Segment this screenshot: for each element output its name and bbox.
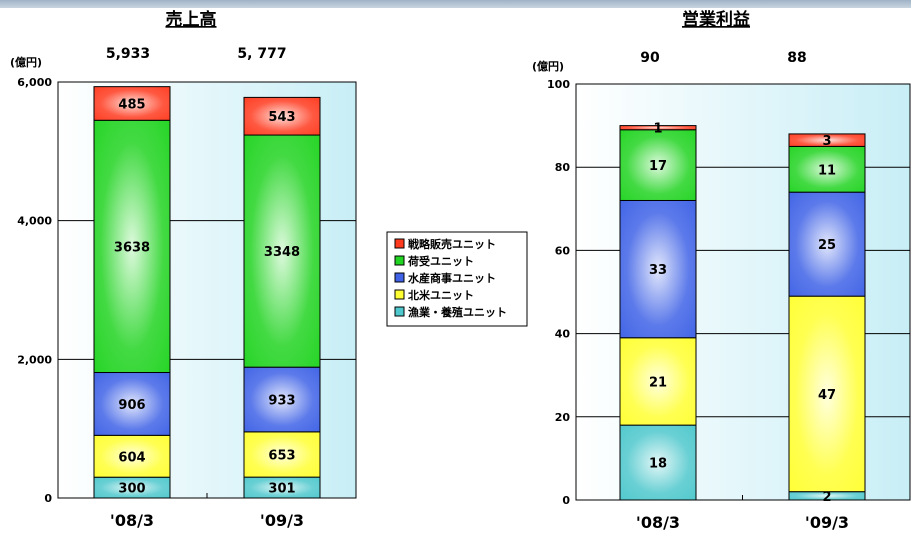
profit-total-08: 90 bbox=[640, 50, 660, 66]
sales-segment-label: 3348 bbox=[264, 245, 300, 260]
profit-unit-label: (億円) bbox=[532, 59, 564, 73]
sales-segment-label: 653 bbox=[268, 448, 295, 463]
profit-bar-segment bbox=[788, 145, 866, 193]
profit-segment-label: 1 bbox=[653, 122, 662, 137]
legend-label: 水産商事ユニット bbox=[408, 271, 496, 285]
legend-swatch bbox=[394, 272, 405, 283]
profit-chart-title: 営業利益 bbox=[682, 9, 750, 30]
sales-total-09: 5, 777 bbox=[237, 46, 286, 62]
sales-total-08: 5,933 bbox=[106, 46, 150, 62]
sales-chart-title: 売上高 bbox=[166, 9, 217, 30]
sales-xtick-09: '09/3 bbox=[260, 511, 304, 530]
profit-total-09: 88 bbox=[787, 50, 806, 66]
profit-segment-label: 21 bbox=[649, 375, 667, 390]
profit-segment-label: 17 bbox=[649, 159, 667, 174]
sales-segment-label: 906 bbox=[118, 398, 145, 413]
sales-bar-segment bbox=[93, 434, 171, 478]
profit-xtick-08: '08/3 bbox=[636, 513, 680, 532]
legend-label: 北米ユニット bbox=[408, 288, 474, 302]
profit-ytick-label: 100 bbox=[547, 78, 570, 91]
sales-segment-label: 604 bbox=[118, 450, 145, 465]
sales-unit-label: (億円) bbox=[10, 55, 42, 69]
profit-ytick-label: 20 bbox=[555, 411, 571, 424]
profit-segment-label: 47 bbox=[818, 388, 836, 403]
top-banner-strip bbox=[0, 0, 911, 8]
profit-bar-segment bbox=[788, 133, 866, 147]
profit-bar-segment bbox=[788, 295, 866, 493]
sales-bar-segment bbox=[243, 134, 321, 368]
profit-segment-label: 33 bbox=[649, 263, 667, 278]
sales-segment-label: 543 bbox=[268, 110, 295, 125]
legend-label: 戦略販売ユニット bbox=[408, 237, 496, 251]
profit-segment-label: 2 bbox=[822, 490, 831, 505]
sales-bar-segment bbox=[93, 372, 171, 436]
sales-segment-label: 300 bbox=[118, 482, 145, 497]
profit-segment-label: 11 bbox=[818, 163, 836, 178]
legend-swatch bbox=[394, 289, 405, 300]
legend-swatch bbox=[394, 306, 405, 317]
profit-bar-segment bbox=[619, 337, 697, 426]
profit-ytick-label: 60 bbox=[555, 244, 571, 257]
profit-segment-label: 25 bbox=[818, 238, 836, 253]
profit-segment-label: 18 bbox=[649, 457, 667, 472]
legend-swatch bbox=[394, 238, 405, 249]
profit-bar-segment bbox=[619, 125, 697, 131]
profit-ytick-label: 0 bbox=[562, 494, 570, 507]
profit-bar-segment bbox=[788, 191, 866, 297]
sales-bar-segment bbox=[93, 86, 171, 121]
sales-ytick-label: 2,000 bbox=[17, 353, 52, 366]
sales-ytick-label: 4,000 bbox=[17, 215, 52, 228]
sales-segment-label: 3638 bbox=[114, 240, 150, 255]
sales-bar-segment bbox=[243, 431, 321, 478]
sales-xtick-08: '08/3 bbox=[110, 511, 154, 530]
legend-swatch bbox=[394, 255, 405, 266]
sales-ytick-label: 6,000 bbox=[17, 76, 52, 89]
profit-segment-label: 3 bbox=[822, 134, 831, 149]
legend-box bbox=[386, 231, 528, 327]
sales-bar-segment bbox=[243, 96, 321, 136]
legend-label: 漁業・養殖ユニット bbox=[408, 305, 507, 319]
profit-ytick-label: 80 bbox=[555, 161, 571, 174]
sales-segment-label: 301 bbox=[268, 482, 295, 497]
profit-bar-segment bbox=[619, 199, 697, 339]
profit-xtick-09: '09/3 bbox=[805, 513, 849, 532]
legend-label: 荷受ユニット bbox=[407, 254, 474, 268]
profit-bar-segment bbox=[619, 424, 697, 501]
sales-segment-label: 485 bbox=[118, 97, 145, 112]
profit-ytick-label: 40 bbox=[555, 328, 571, 341]
sales-segment-label: 933 bbox=[268, 394, 295, 409]
sales-bar-segment bbox=[93, 119, 171, 374]
sales-ytick-label: 0 bbox=[44, 492, 52, 505]
profit-bar-segment bbox=[619, 129, 697, 201]
sales-bar-segment bbox=[243, 366, 321, 433]
